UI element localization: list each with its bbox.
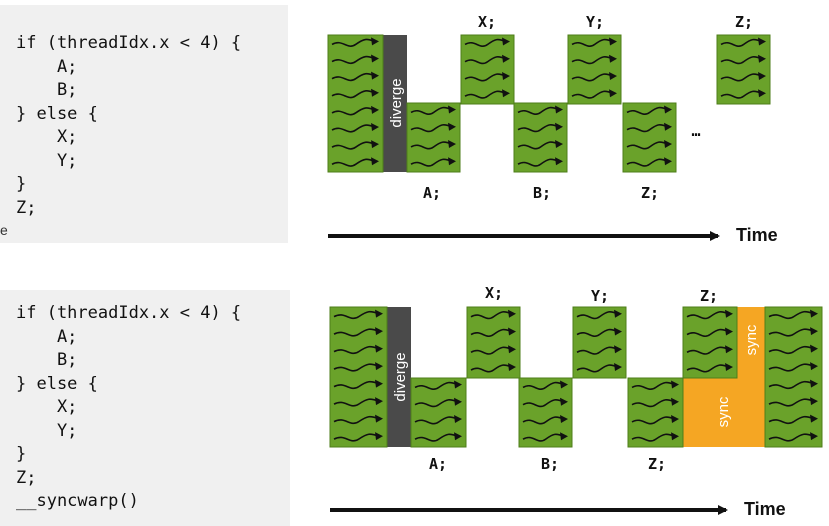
top-label-b: B;: [532, 184, 552, 202]
top-warp-z-upper: [716, 34, 771, 105]
bottom-code-line-9: __syncwarp(): [16, 491, 139, 511]
bottom-warp-b: [518, 377, 573, 448]
top-code-line-1: if (threadIdx.x < 4) {: [16, 33, 242, 53]
bottom-code-line-5: X;: [16, 397, 78, 417]
top-time-label: Time: [736, 225, 778, 245]
bottom-label-x: X;: [484, 284, 504, 302]
bottom-code-line-4: } else {: [16, 373, 98, 394]
top-label-z-lower: Z;: [640, 184, 660, 202]
bottom-label-y: Y;: [590, 287, 610, 305]
top-label-a: A;: [422, 184, 442, 202]
top-label-y: Y;: [585, 13, 605, 31]
top-warp-a: [406, 102, 461, 173]
top-code-line-5: X;: [16, 127, 78, 147]
bottom-warp-z-upper: [682, 306, 738, 379]
bottom-warp-final: [764, 306, 823, 448]
top-code-line-4: } else {: [16, 103, 98, 124]
top-code-line-7: }: [16, 174, 27, 194]
bottom-warp-initial: [329, 306, 388, 448]
top-code-block: if (threadIdx.x < 4) { A; B; } else { X;…: [16, 32, 241, 220]
bottom-code-line-1: if (threadIdx.x < 4) {: [16, 303, 242, 323]
bottom-sync-label-lower: sync: [715, 396, 732, 427]
warp-blocks: [327, 34, 823, 448]
top-code-line-2: A;: [16, 56, 78, 77]
edge-char: e: [0, 222, 8, 238]
top-code-panel: [0, 5, 288, 243]
top-label-x: X;: [477, 13, 497, 31]
bottom-code-line-8: Z;: [16, 467, 37, 488]
bottom-sync-lower: [683, 307, 765, 447]
bottom-code-line-7: }: [16, 444, 27, 464]
bottom-warp-z-lower: [627, 377, 684, 448]
top-ellipsis: …: [691, 122, 701, 140]
top-warp-y: [567, 34, 622, 105]
bottom-label-a: A;: [428, 455, 448, 473]
bottom-label-z-upper: Z;: [699, 287, 719, 305]
top-label-z-upper: Z;: [734, 13, 754, 31]
top-warp-x: [460, 34, 515, 105]
bottom-code-line-3: B;: [16, 350, 78, 370]
bottom-warp-a: [410, 377, 467, 448]
top-warp-initial: [327, 34, 384, 173]
bottom-code-panel: [0, 290, 290, 526]
bottom-label-z-lower: Z;: [647, 455, 667, 473]
bottom-diverge-label: diverge: [392, 352, 409, 401]
top-warp-b: [513, 102, 568, 173]
bottom-label-b: B;: [540, 455, 560, 473]
bottom-code-line-2: A;: [16, 326, 78, 347]
bottom-code-block: if (threadIdx.x < 4) { A; B; } else { X;…: [16, 302, 241, 514]
bottom-warp-y: [572, 306, 627, 379]
top-diverge-bar: [383, 35, 407, 172]
top-code-line-3: B;: [16, 80, 78, 100]
bottom-code-line-6: Y;: [16, 420, 78, 441]
top-diverge-label: diverge: [388, 78, 405, 127]
top-code-line-6: Y;: [16, 150, 78, 171]
bottom-diverge-bar: [387, 307, 411, 447]
bottom-sync-label-upper: sync: [743, 324, 760, 355]
top-code-line-8: Z;: [16, 197, 37, 218]
bottom-time-label: Time: [744, 499, 786, 519]
bottom-warp-x: [466, 306, 521, 379]
top-warp-z-lower: [622, 102, 677, 173]
